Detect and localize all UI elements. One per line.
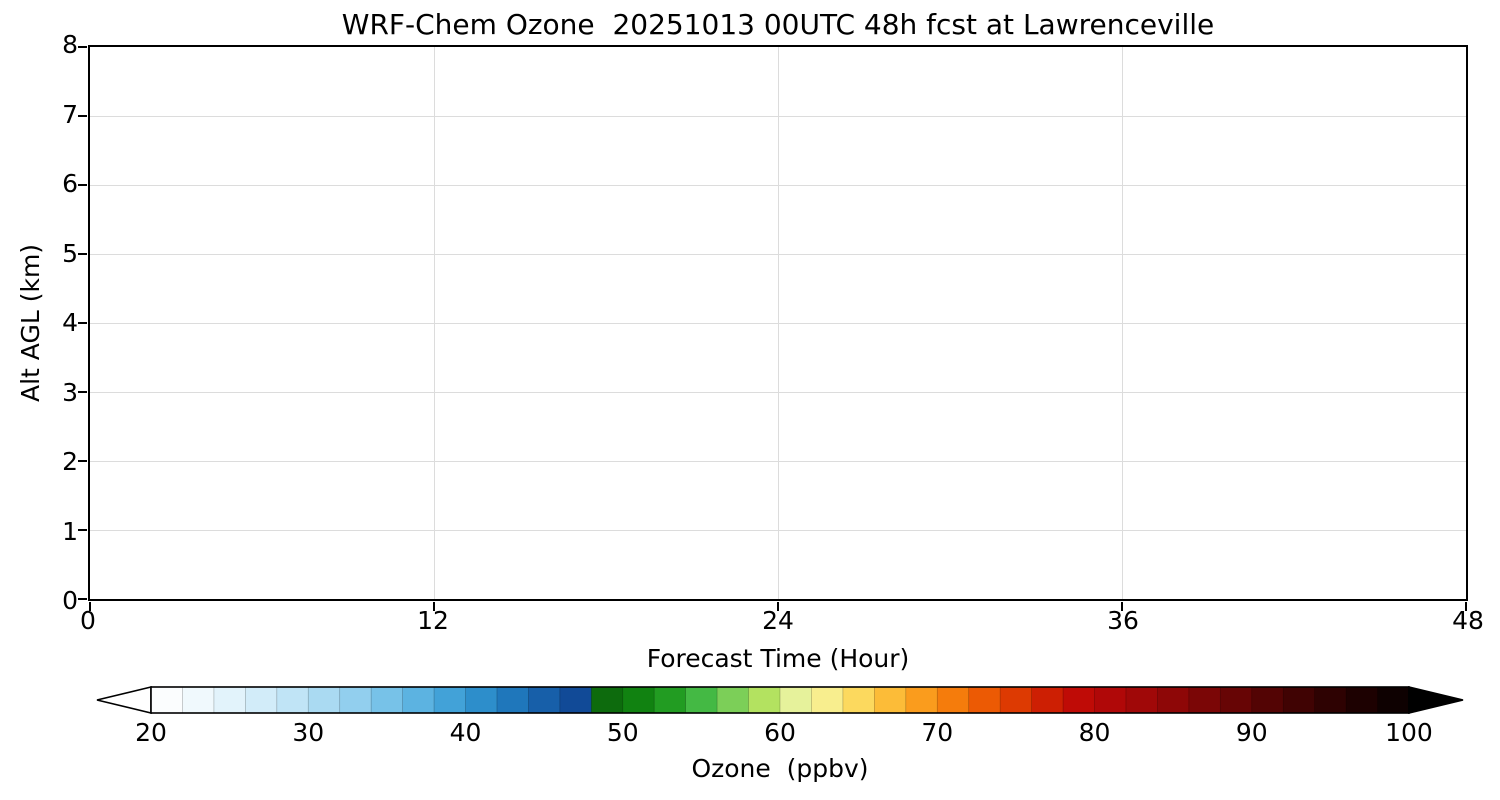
colorbar-label: Ozone (ppbv) [691, 754, 869, 783]
y-tick-label: 7 [62, 99, 78, 129]
colorbar-tick-label: 90 [1235, 718, 1268, 747]
colorbar-gradient [96, 686, 1464, 714]
x-axis-label: Forecast Time (Hour) [646, 644, 910, 673]
y-tick-label: 5 [62, 238, 78, 268]
y-tick-mark [78, 46, 87, 48]
y-tick-mark [78, 529, 87, 531]
y-tick-label: 0 [62, 586, 78, 615]
colorbar [95, 686, 1465, 714]
colorbar-tick-label: 100 [1385, 718, 1433, 747]
y-tick-label: 8 [62, 30, 78, 59]
y-tick-mark [78, 391, 87, 393]
x-tick-mark [1465, 602, 1467, 611]
x-tick-label: 12 [417, 606, 449, 635]
x-tick-label: 24 [762, 606, 794, 635]
colorbar-tick-label: 70 [921, 718, 954, 747]
colorbar-ticks: 20 30 40 50 60 70 80 90 100 [95, 718, 1465, 750]
gridline [434, 47, 435, 599]
x-axis-ticks: 0 12 24 36 48 [80, 606, 1484, 638]
y-tick-mark [78, 253, 87, 255]
x-tick-mark [1121, 602, 1123, 611]
colorbar-tick-label: 50 [606, 718, 639, 747]
y-tick-mark [78, 115, 87, 117]
y-tick-label: 2 [62, 447, 78, 476]
y-tick-label: 1 [62, 516, 78, 546]
x-tick-mark [433, 602, 435, 611]
y-tick-mark [78, 322, 87, 324]
y-axis-ticks: 8 7 6 5 4 3 2 1 0 [0, 30, 78, 615]
x-tick-label: 48 [1452, 606, 1484, 635]
plot-area [78, 45, 1468, 611]
y-tick-label: 6 [62, 169, 78, 198]
x-tick-label: 36 [1107, 606, 1139, 635]
y-tick-mark [78, 184, 87, 186]
chart-title: WRF-Chem Ozone 20251013 00UTC 48h fcst a… [341, 8, 1215, 41]
x-tick-mark [777, 602, 779, 611]
x-tick-mark [89, 602, 91, 611]
colorbar-tick-label: 60 [764, 718, 796, 747]
y-tick-label: 3 [62, 377, 78, 407]
colorbar-tick-label: 20 [135, 718, 167, 747]
colorbar-tick-label: 30 [292, 718, 325, 747]
colorbar-tick-label: 40 [449, 718, 482, 747]
gridline [1122, 47, 1123, 599]
y-tick-label: 4 [62, 308, 78, 337]
colorbar-tick-label: 80 [1078, 718, 1111, 747]
y-tick-mark [78, 598, 87, 600]
gridline [778, 47, 779, 599]
y-tick-mark [78, 460, 87, 462]
x-tick-label: 0 [80, 606, 96, 635]
